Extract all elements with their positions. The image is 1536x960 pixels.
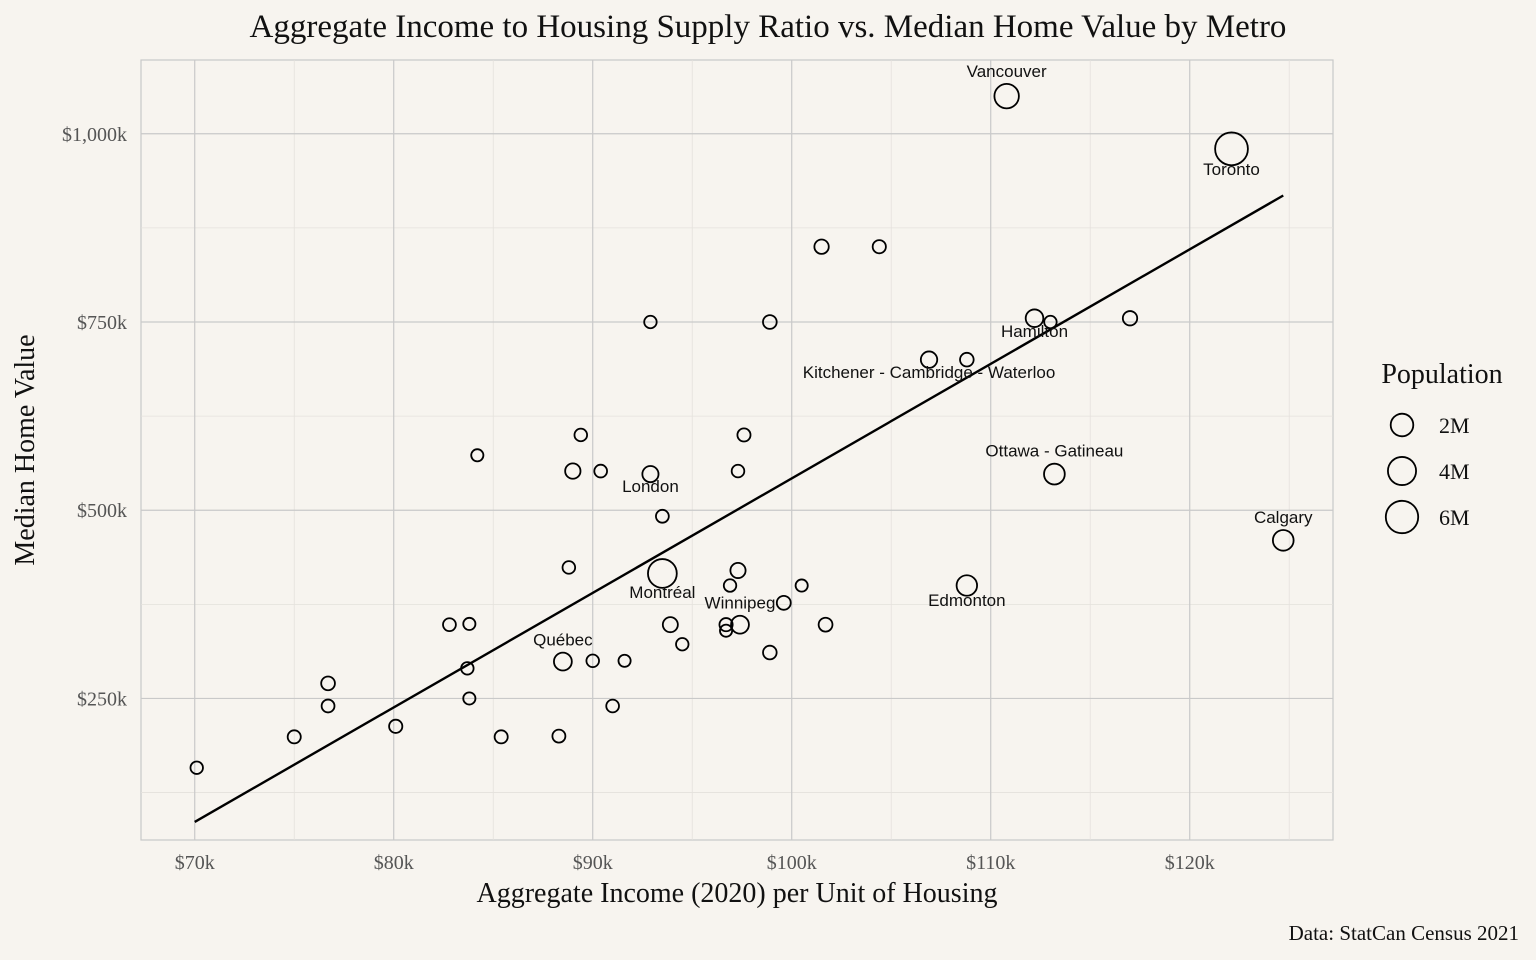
chart-caption: Data: StatCan Census 2021 [1289, 921, 1519, 945]
point-label: London [622, 477, 679, 496]
x-tick-label: $110k [966, 852, 1015, 874]
data-point [320, 675, 336, 692]
data-point [762, 644, 778, 661]
point-label: Québec [533, 631, 593, 650]
data-point [661, 616, 679, 634]
data-point [462, 691, 477, 706]
data-point [585, 653, 600, 669]
data-point [320, 698, 336, 714]
plot-panel [140, 59, 1334, 841]
data-point [462, 616, 477, 631]
legend-entries: 2M 4M 6M [1384, 412, 1470, 535]
minor-gridlines [141, 60, 1333, 840]
data-point [675, 637, 690, 652]
data-point [718, 617, 734, 633]
data-point [959, 351, 975, 368]
y-tick-label: $250k [77, 688, 127, 710]
data-points [189, 83, 1295, 775]
data-point [729, 561, 747, 579]
x-axis-tick-labels: $70k $80k $90k $100k $110k $120k [175, 852, 1215, 874]
data-point [189, 760, 204, 775]
data-point [655, 508, 670, 524]
data-point [605, 698, 620, 714]
data-point [617, 653, 632, 668]
point-label: Vancouver [967, 62, 1047, 81]
data-point [736, 427, 752, 443]
point-label: Calgary [1254, 508, 1313, 527]
x-tick-label: $90k [573, 852, 613, 874]
data-point [794, 578, 809, 593]
data-point [470, 448, 485, 463]
data-point [993, 83, 1020, 110]
major-gridlines [141, 60, 1333, 840]
y-tick-label: $500k [77, 500, 127, 522]
point-label: Edmonton [928, 591, 1006, 610]
data-point [919, 350, 939, 369]
data-point [1043, 462, 1066, 486]
point-label: Kitchener - Cambridge - Waterloo [803, 363, 1056, 382]
data-point [813, 238, 830, 255]
data-point [871, 239, 887, 255]
data-point [388, 718, 404, 734]
legend-size-key [1389, 412, 1415, 438]
data-point [442, 617, 457, 633]
data-point [551, 728, 567, 744]
data-point [1121, 310, 1139, 327]
data-point [1214, 131, 1249, 167]
data-point [643, 314, 658, 330]
data-point [722, 578, 738, 593]
point-label: Winnipeg [705, 594, 776, 613]
x-tick-label: $80k [374, 852, 414, 874]
data-point [564, 462, 582, 480]
chart-title: Aggregate Income to Housing Supply Ratio… [250, 9, 1287, 45]
point-label: Toronto [1203, 160, 1260, 179]
x-tick-label: $70k [175, 852, 215, 874]
data-point [762, 314, 778, 330]
y-tick-label: $1,000k [62, 124, 127, 146]
data-point [719, 623, 734, 638]
data-point [553, 651, 573, 672]
y-axis-tick-labels: $250k $500k $750k $1,000k [62, 124, 127, 711]
x-axis-label: Aggregate Income (2020) per Unit of Hous… [477, 878, 998, 909]
data-point [593, 463, 608, 479]
data-point [573, 427, 588, 443]
data-point [730, 463, 746, 479]
x-tick-label: $100k [767, 852, 817, 874]
data-point [647, 558, 678, 589]
data-point [641, 465, 660, 484]
legend-size-key [1387, 456, 1417, 486]
point-labels: Vancouver Toronto Calgary Edmonton Ottawa - … [533, 62, 1313, 650]
data-point [561, 560, 577, 575]
legend-entry-label: 6M [1439, 505, 1470, 530]
data-point [493, 729, 509, 745]
point-label: Hamilton [1001, 322, 1068, 341]
legend-title: Population [1381, 359, 1502, 390]
data-point [1024, 308, 1045, 328]
legend-entry-label: 2M [1439, 413, 1470, 438]
point-label: Montréal [629, 583, 695, 602]
y-axis-label: Median Home Value [10, 334, 41, 565]
data-point [775, 594, 792, 611]
data-point [286, 729, 302, 745]
data-point [730, 614, 750, 635]
data-point [817, 616, 834, 633]
data-point [1043, 314, 1058, 330]
data-point [1271, 529, 1295, 552]
data-point [460, 661, 475, 676]
trend-line [194, 194, 1284, 823]
point-label: Ottawa - Gatineau [985, 442, 1123, 461]
legend-entry-label: 4M [1439, 459, 1470, 484]
x-tick-label: $120k [1165, 852, 1215, 874]
y-tick-label: $750k [77, 312, 127, 334]
legend: Population 2M 4M 6M [1381, 359, 1503, 535]
data-point [955, 574, 978, 597]
legend-size-key [1384, 499, 1420, 535]
